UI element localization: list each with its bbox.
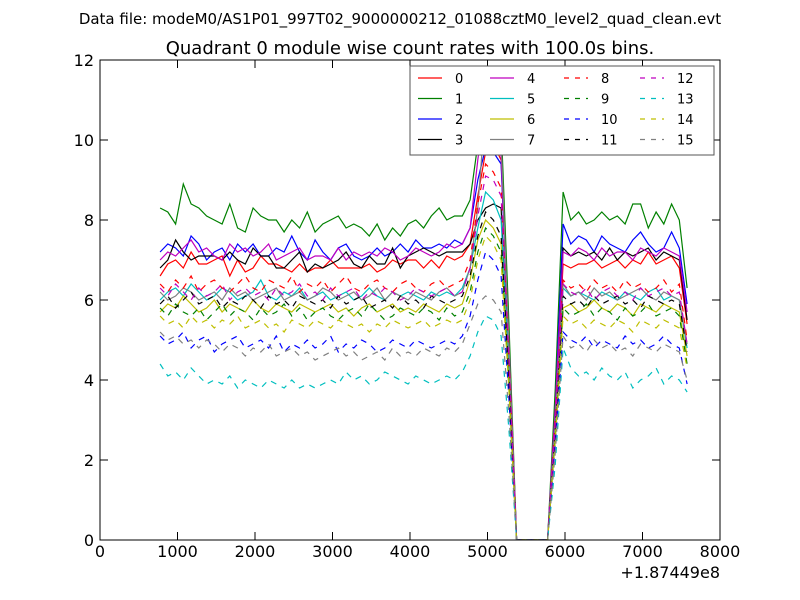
series-line-1 bbox=[159, 99, 688, 540]
suptitle: Data file: modeM0/AS1P01_997T02_90000002… bbox=[79, 10, 721, 29]
x-tick-label: 6000 bbox=[545, 542, 586, 561]
series-line-10 bbox=[159, 250, 688, 540]
legend-label-0: 0 bbox=[455, 72, 463, 87]
legend-label-10: 10 bbox=[601, 113, 618, 128]
x-tick-label: 4000 bbox=[390, 542, 431, 561]
series-line-14 bbox=[159, 234, 688, 540]
legend-label-8: 8 bbox=[601, 72, 609, 87]
y-tick-label: 0 bbox=[84, 531, 94, 550]
x-tick-label: 5000 bbox=[467, 542, 508, 561]
x-tick-label: 7000 bbox=[622, 542, 663, 561]
legend-label-15: 15 bbox=[677, 134, 694, 149]
legend-label-2: 2 bbox=[455, 113, 463, 128]
x-tick-label: 1000 bbox=[157, 542, 198, 561]
y-tick-label: 6 bbox=[84, 291, 94, 310]
chart-title: Quadrant 0 module wise count rates with … bbox=[166, 38, 655, 59]
x-tick-label: 3000 bbox=[312, 542, 353, 561]
legend-label-9: 9 bbox=[601, 93, 609, 108]
series-line-9 bbox=[159, 226, 688, 540]
x-tick-label: 0 bbox=[95, 542, 105, 561]
ticks-layer: 0 1000 2000 3000 4000 5000 6000 7000 80000246810… bbox=[74, 51, 741, 561]
y-tick-label: 8 bbox=[84, 211, 94, 230]
series-line-3 bbox=[159, 203, 688, 540]
y-tick-label: 2 bbox=[84, 451, 94, 470]
legend-label-6: 6 bbox=[527, 113, 535, 128]
series-line-12 bbox=[159, 175, 688, 540]
y-tick-label: 10 bbox=[74, 131, 94, 150]
series-layer bbox=[159, 99, 688, 540]
x-offset-label: +1.87449e8 bbox=[620, 563, 720, 582]
y-tick-label: 12 bbox=[74, 51, 94, 70]
legend-label-12: 12 bbox=[677, 72, 694, 87]
x-tick-label: 8000 bbox=[700, 542, 741, 561]
plot-area bbox=[99, 59, 721, 541]
legend-label-14: 14 bbox=[677, 113, 694, 128]
series-line-7 bbox=[159, 103, 688, 540]
legend-label-13: 13 bbox=[677, 93, 694, 108]
legend-label-7: 7 bbox=[527, 134, 535, 149]
series-line-6 bbox=[159, 218, 688, 540]
series-line-4 bbox=[159, 99, 688, 540]
x-tick-label: 2000 bbox=[235, 542, 276, 561]
y-tick-label: 4 bbox=[84, 371, 94, 390]
legend-label-4: 4 bbox=[527, 72, 535, 87]
legend-label-3: 3 bbox=[455, 134, 463, 149]
series-line-0 bbox=[159, 142, 688, 540]
legend-label-11: 11 bbox=[601, 134, 618, 149]
legend-label-1: 1 bbox=[455, 93, 463, 108]
legend-label-5: 5 bbox=[527, 93, 535, 108]
series-line-11 bbox=[159, 210, 688, 540]
legend-box bbox=[409, 65, 715, 156]
